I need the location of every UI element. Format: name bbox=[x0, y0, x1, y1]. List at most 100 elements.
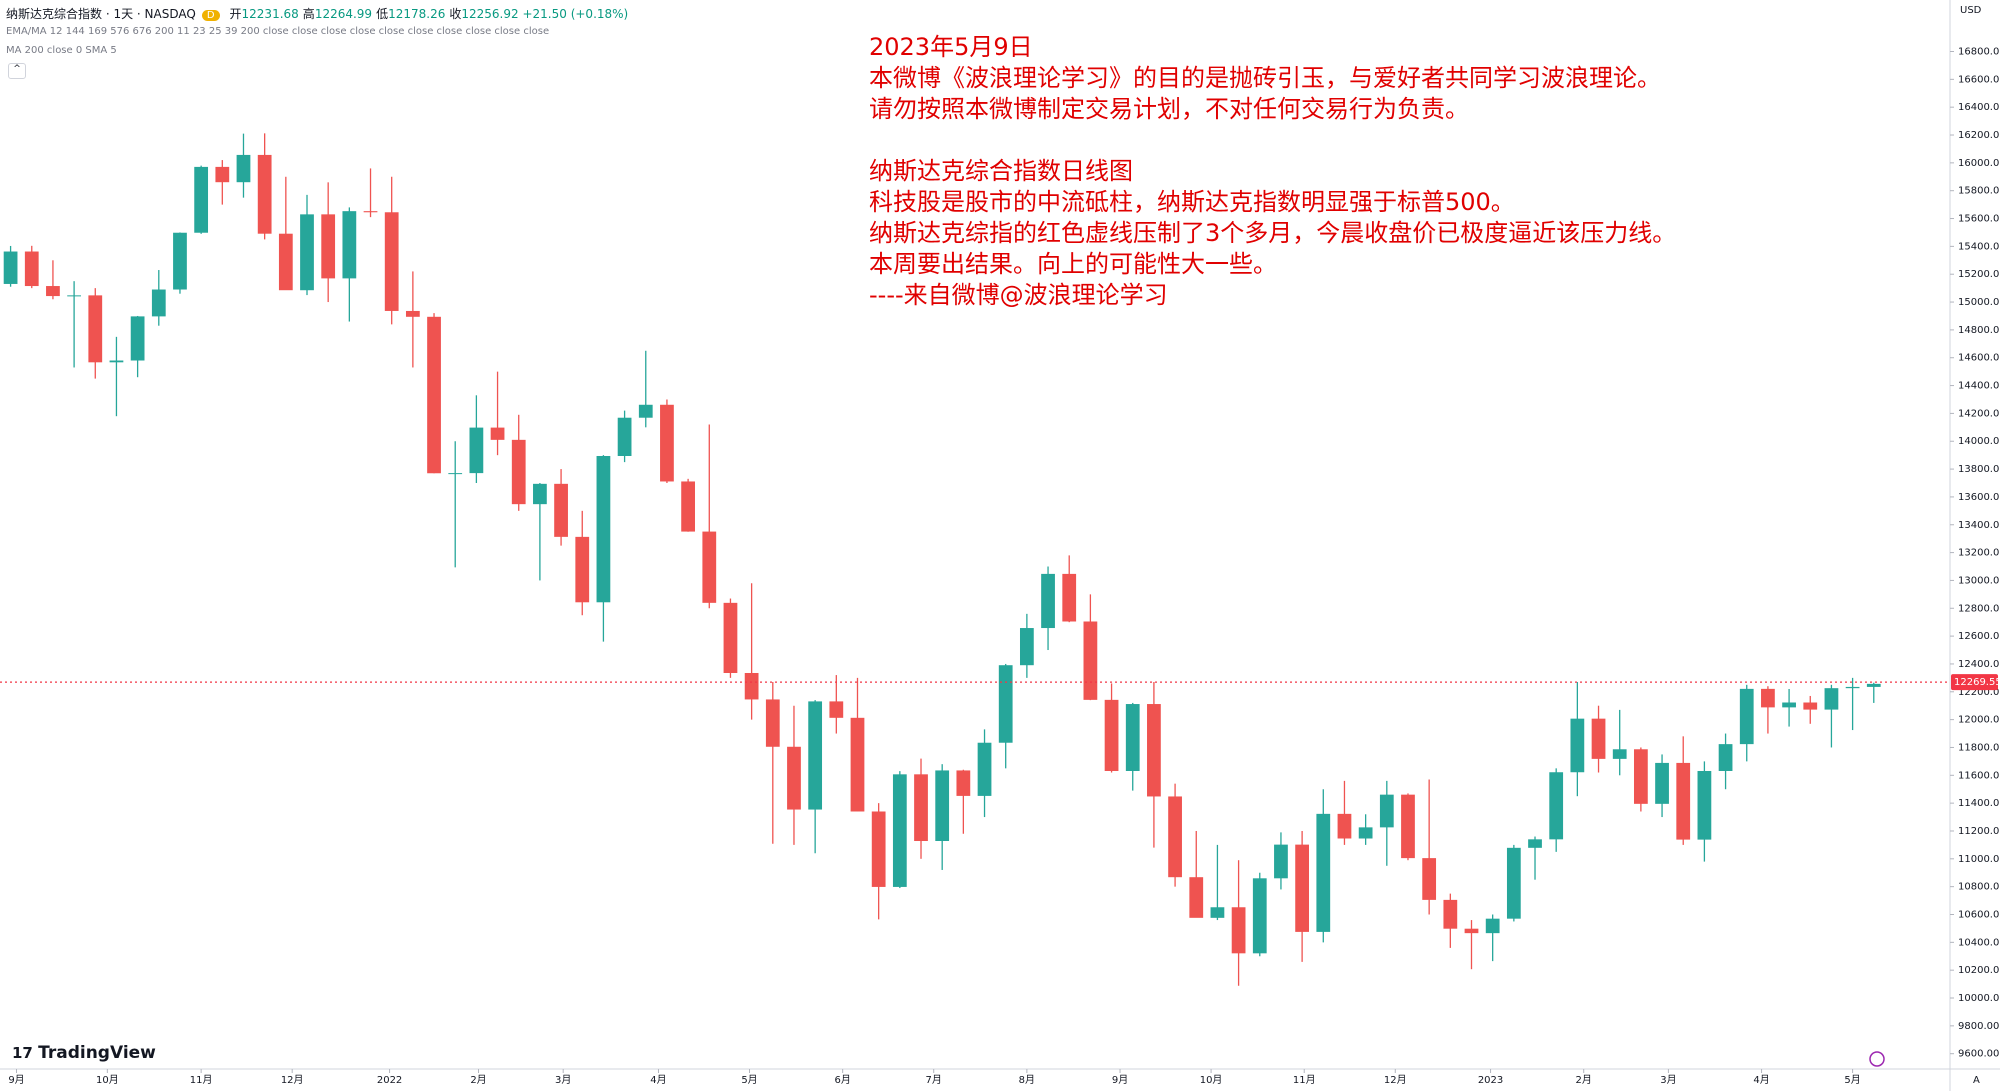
y-tick-label: 13400.00 bbox=[1958, 520, 2000, 531]
candle-body bbox=[914, 774, 928, 842]
candle-body bbox=[257, 154, 272, 234]
candle-body bbox=[1782, 702, 1796, 708]
y-tick-label: 12200.00 bbox=[1958, 687, 2000, 698]
candle-body bbox=[1125, 704, 1140, 771]
candle-body bbox=[1019, 628, 1034, 666]
y-tick-label: 16600.00 bbox=[1958, 74, 2000, 85]
candle-body bbox=[448, 473, 463, 475]
axis-mode[interactable]: A bbox=[1973, 1075, 1980, 1086]
candle-body bbox=[405, 310, 420, 317]
candle-body bbox=[1655, 762, 1669, 804]
candle-body bbox=[1189, 877, 1204, 918]
candle-body bbox=[554, 483, 568, 537]
ohlc-label: 开 bbox=[229, 7, 242, 21]
candle-body bbox=[469, 427, 484, 474]
candle-body bbox=[1591, 718, 1606, 759]
x-tick-label: 8月 bbox=[1019, 1074, 1035, 1086]
candle-body bbox=[363, 211, 378, 213]
candle-body bbox=[511, 439, 526, 505]
y-tick-label: 9800.00 bbox=[1958, 1021, 1999, 1032]
candle-body bbox=[1866, 683, 1881, 687]
brand[interactable]: 17 TradingView bbox=[12, 1043, 156, 1063]
annotation-line: 2023年5月9日 bbox=[869, 33, 1033, 61]
candle-body bbox=[490, 427, 505, 440]
candle-body bbox=[1549, 772, 1564, 840]
candle-body bbox=[681, 481, 695, 532]
x-tick-label: 4月 bbox=[650, 1074, 666, 1086]
x-tick-label: 10月 bbox=[96, 1074, 119, 1086]
brand-name: TradingView bbox=[38, 1043, 156, 1063]
flash-icon[interactable] bbox=[1869, 1051, 1885, 1067]
annotation-line: ----来自微博@波浪理论学习 bbox=[869, 281, 1168, 309]
x-tick-label: 12月 bbox=[281, 1074, 304, 1086]
y-tick-label: 11200.00 bbox=[1958, 826, 2000, 837]
candle-body bbox=[829, 701, 844, 718]
x-tick-label: 6月 bbox=[834, 1074, 850, 1086]
candle-body bbox=[1422, 858, 1437, 900]
y-tick-label: 15800.00 bbox=[1958, 186, 2000, 197]
y-tick-label: 12600.00 bbox=[1958, 631, 2000, 642]
candle-body bbox=[88, 295, 103, 363]
candle-body bbox=[427, 316, 441, 474]
candle-body bbox=[151, 289, 166, 317]
candle-body bbox=[1252, 878, 1267, 954]
change: +21.50 (+0.18%) bbox=[522, 7, 629, 21]
y-tick-label: 15000.00 bbox=[1958, 297, 2000, 308]
candle-body bbox=[1062, 573, 1077, 622]
y-tick-label: 10200.00 bbox=[1958, 965, 2000, 976]
x-tick-label: 5月 bbox=[1844, 1074, 1860, 1086]
x-tick-label: 11月 bbox=[1293, 1074, 1316, 1086]
y-tick-label: 16800.00 bbox=[1958, 47, 2000, 58]
collapse-button[interactable]: ^ bbox=[8, 63, 26, 79]
annotation-line: 纳斯达克综合指数日线图 bbox=[869, 157, 1133, 185]
y-tick-label: 11000.00 bbox=[1958, 854, 2000, 865]
y-tick-label: 11800.00 bbox=[1958, 742, 2000, 753]
candle-body bbox=[1612, 749, 1627, 759]
candle-body bbox=[215, 166, 230, 183]
x-tick-label: 12月 bbox=[1384, 1074, 1407, 1086]
candle-body bbox=[1761, 688, 1775, 708]
y-tick-label: 10000.00 bbox=[1958, 993, 2000, 1004]
x-tick-label: 9月 bbox=[1112, 1074, 1128, 1086]
candle-body bbox=[1041, 573, 1055, 629]
candle-body bbox=[1506, 847, 1521, 919]
candle-body bbox=[46, 286, 60, 297]
symbol-title[interactable]: 纳斯达克综合指数 · 1天 · NASDAQ bbox=[6, 7, 196, 21]
annotation-line: 科技股是股市的中流砥柱，纳斯达克指数明显强于标普500。 bbox=[869, 188, 1515, 216]
candle-body bbox=[1168, 796, 1182, 878]
indicator[interactable]: EMA/MA 12 144 169 576 676 200 11 23 25 3… bbox=[6, 26, 550, 37]
candle-body bbox=[236, 154, 251, 183]
candle-body bbox=[1464, 928, 1479, 934]
candle-body bbox=[1528, 839, 1542, 848]
candle-body bbox=[1210, 907, 1225, 918]
annotation: 2023年5月9日 本微博《波浪理论学习》的目的是抛砖引玉，与爱好者共同学习波浪理… bbox=[869, 32, 1676, 311]
x-tick-label: 9月 bbox=[8, 1074, 24, 1086]
candle-body bbox=[871, 811, 886, 887]
y-tick-label: 13200.00 bbox=[1958, 548, 2000, 559]
candle-body bbox=[1337, 813, 1352, 839]
x-tick-label: 4月 bbox=[1753, 1074, 1769, 1086]
y-tick-label: 14800.00 bbox=[1958, 325, 2000, 336]
candle-body bbox=[321, 214, 336, 279]
ohlc-value: 12178.26 bbox=[388, 7, 446, 21]
x-tick-label: 10月 bbox=[1200, 1074, 1223, 1086]
candle-body bbox=[723, 602, 738, 673]
candle-body bbox=[1443, 899, 1458, 929]
last-price-label: 12269.55 bbox=[1954, 677, 2000, 688]
candle-body bbox=[660, 404, 674, 482]
ohlc-label: 高 bbox=[302, 7, 315, 21]
y-tick-label: 10600.00 bbox=[1958, 909, 2000, 920]
y-tick-label: 12000.00 bbox=[1958, 715, 2000, 726]
y-tick-label: 15600.00 bbox=[1958, 214, 2000, 225]
indicator[interactable]: MA 200 close 0 SMA 5 bbox=[6, 45, 117, 56]
candle-body bbox=[1316, 813, 1331, 932]
candle-body bbox=[892, 774, 907, 887]
ohlc: 开12231.68 高12264.99 低12178.26 收12256.92 bbox=[226, 7, 519, 21]
y-tick-label: 10800.00 bbox=[1958, 882, 2000, 893]
candle-body bbox=[956, 770, 971, 796]
x-tick-label: 11月 bbox=[190, 1074, 213, 1086]
y-tick-label: 14200.00 bbox=[1958, 408, 2000, 419]
x-tick-label: 2月 bbox=[1576, 1074, 1592, 1086]
candle-body bbox=[1633, 749, 1648, 804]
